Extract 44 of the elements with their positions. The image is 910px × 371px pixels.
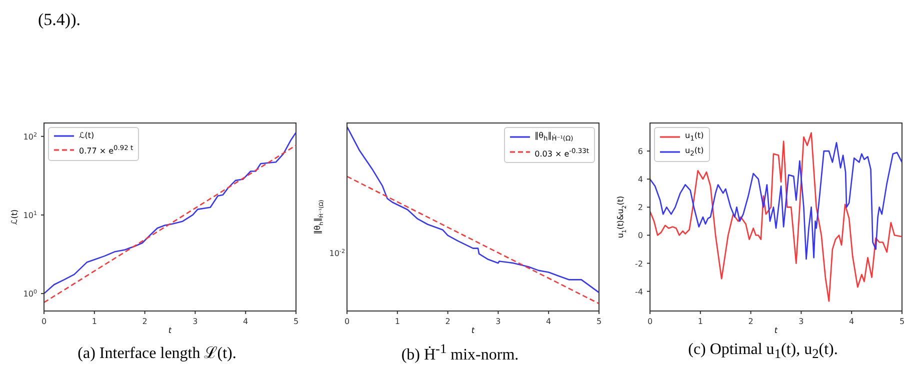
y-tick-label: -2 — [635, 259, 643, 268]
x-tick-label: 2 — [748, 317, 754, 326]
x-tick-label: 3 — [798, 317, 804, 326]
y-tick-label: 10$^{2}$ — [23, 131, 37, 142]
x-tick-label: 4 — [546, 317, 552, 326]
x-tick-label: 4 — [849, 317, 854, 326]
x-tick-label: 3 — [192, 317, 198, 326]
x-axis-title: t — [471, 326, 476, 335]
x-tick-label: 5 — [899, 317, 905, 326]
text: 10$^{-2}$ — [329, 248, 345, 258]
x-tick-label: 0 — [41, 317, 47, 326]
legend-label: u$_{2}$(t) — [685, 144, 704, 160]
y-axis-title: ℒ(t) — [10, 209, 19, 225]
x-tick-label: 2 — [445, 317, 450, 326]
y-tick-label: 0 — [638, 231, 643, 240]
x-tick-label: 0 — [647, 317, 653, 326]
x-tick-label: 3 — [496, 317, 501, 326]
legend-label: 0.03 × e$^{-0.33t}$ — [534, 146, 589, 160]
x-tick-label: 4 — [243, 317, 248, 326]
x-tick-label: 1 — [394, 317, 400, 326]
x-tick-label: 1 — [698, 317, 703, 326]
line-series — [650, 132, 902, 302]
line-series — [650, 142, 902, 260]
legend-label: ‖θ$_{h}$‖$_{Ḣ⁻¹(Ω)}$ — [534, 130, 574, 145]
text: (c) Optimal u$_{1}$(t), u$_{2}$(t). — [687, 341, 839, 362]
text: (a) Interface length ℒ(t). — [76, 344, 238, 363]
x-tick-label: 2 — [142, 317, 148, 326]
legend-label: 0.77 × e$^{0.92 t}$ — [79, 143, 134, 158]
text: (b) Ḣ$^{-1}$ mix-norm. — [400, 341, 520, 364]
x-tick-label: 5 — [293, 317, 299, 326]
y-tick-label: 4 — [638, 175, 643, 184]
y-tick-label: 10$^{1}$ — [23, 210, 38, 220]
y-tick-label: 2 — [638, 203, 643, 212]
legend-label: ℒ(t) — [79, 130, 94, 142]
text: (5.4)). — [38, 10, 80, 30]
x-axis-title: t — [774, 326, 778, 335]
x-tick-label: 0 — [344, 317, 350, 326]
x-axis-title: t — [168, 326, 172, 335]
y-tick-label: 10$^{0}$ — [23, 288, 38, 299]
y-tick-label: -4 — [635, 287, 643, 296]
legend-label: u$_{1}$(t) — [685, 130, 704, 145]
y-tick-label: 6 — [638, 147, 643, 156]
x-tick-label: 1 — [92, 317, 97, 326]
x-tick-label: 5 — [596, 317, 602, 326]
